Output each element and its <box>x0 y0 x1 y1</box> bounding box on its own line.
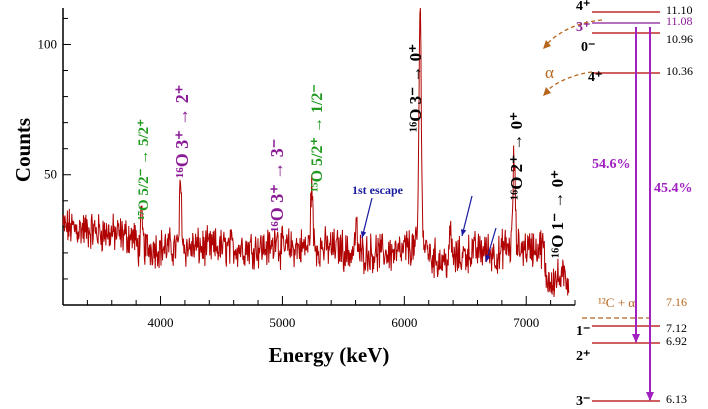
escape-arrow-2 <box>461 195 473 237</box>
escape-arrow-3-head <box>485 255 491 262</box>
escape-label: 1st escape <box>352 183 404 197</box>
y-axis-title: Counts <box>11 118 35 182</box>
level-label-alpha: ¹²C + α <box>598 295 635 310</box>
spectrum-trace <box>62 7 570 298</box>
level-energy: 6.13 <box>666 392 687 406</box>
level-energy: 7.16 <box>666 295 687 309</box>
branch-left-label: 54.6% <box>592 157 631 172</box>
x-tick-label: 6000 <box>391 315 417 330</box>
level-scheme: 11.10 4⁺ 11.08 3⁺ 10.96 0⁻ 10.36 4⁺ 7.16 ¹²C + α 7… <box>543 0 693 409</box>
level-energy: 11.10 <box>666 3 693 17</box>
peak-label-o17: ¹⁷O 5/2⁻ → 5/2⁺ <box>136 119 152 220</box>
alpha-label: α <box>545 63 554 82</box>
gamma-spectrum-plot: 50 100 4000 5000 6000 7000 Energy (keV) Counts ¹… <box>11 7 576 367</box>
branch-right-label: 45.4% <box>654 181 693 196</box>
peak-label-o16c: ¹⁶O 3⁻ → 0⁺ <box>406 44 425 132</box>
escape-arrow-head <box>360 231 367 238</box>
level-spin: 3⁻ <box>576 394 590 409</box>
level-spin: 3⁺ <box>576 20 590 35</box>
level-spin: 1⁻ <box>576 324 590 339</box>
transition-to-3minus-head <box>646 392 654 401</box>
alpha-decay-arrow-1-head <box>543 40 551 49</box>
level-energy: 11.08 <box>666 14 693 28</box>
peak-label-o15: ¹⁵O 5/2⁺ → 1/2⁻ <box>309 84 326 192</box>
level-energy: 7.12 <box>666 321 687 335</box>
level-energy: 10.96 <box>666 32 693 46</box>
peak-label-o16d: ¹⁶O 2⁺ → 0⁺ <box>507 112 526 200</box>
peak-label-o16e: ¹⁶O 1⁻ → 0⁺ <box>548 170 567 258</box>
x-tick-label: 7000 <box>513 315 539 330</box>
peak-label-o16b: ¹⁶O 3⁺ → 3⁻ <box>267 139 287 232</box>
level-spin: 2⁺ <box>576 349 590 364</box>
y-tick-label: 50 <box>44 167 57 182</box>
peak-label-o16a: ¹⁶O 3⁺ → 2⁺ <box>172 85 192 178</box>
x-tick-label: 4000 <box>148 315 174 330</box>
level-energy: 6.92 <box>666 334 687 348</box>
alpha-decay-arrow-1 <box>545 19 603 46</box>
transition-to-2plus-head <box>632 334 640 343</box>
x-tick-label: 5000 <box>269 315 295 330</box>
level-energy: 10.36 <box>666 64 693 78</box>
escape-arrow <box>361 197 373 239</box>
x-axis-title: Energy (keV) <box>269 343 390 367</box>
level-spin: 4⁺ <box>588 70 602 85</box>
level-spin: 0⁻ <box>581 40 595 55</box>
y-tick-label: 100 <box>38 36 58 51</box>
alpha-decay-arrow-2-head <box>543 87 551 96</box>
level-spin: 4⁺ <box>576 0 590 14</box>
escape-arrow-2-head <box>460 229 467 236</box>
